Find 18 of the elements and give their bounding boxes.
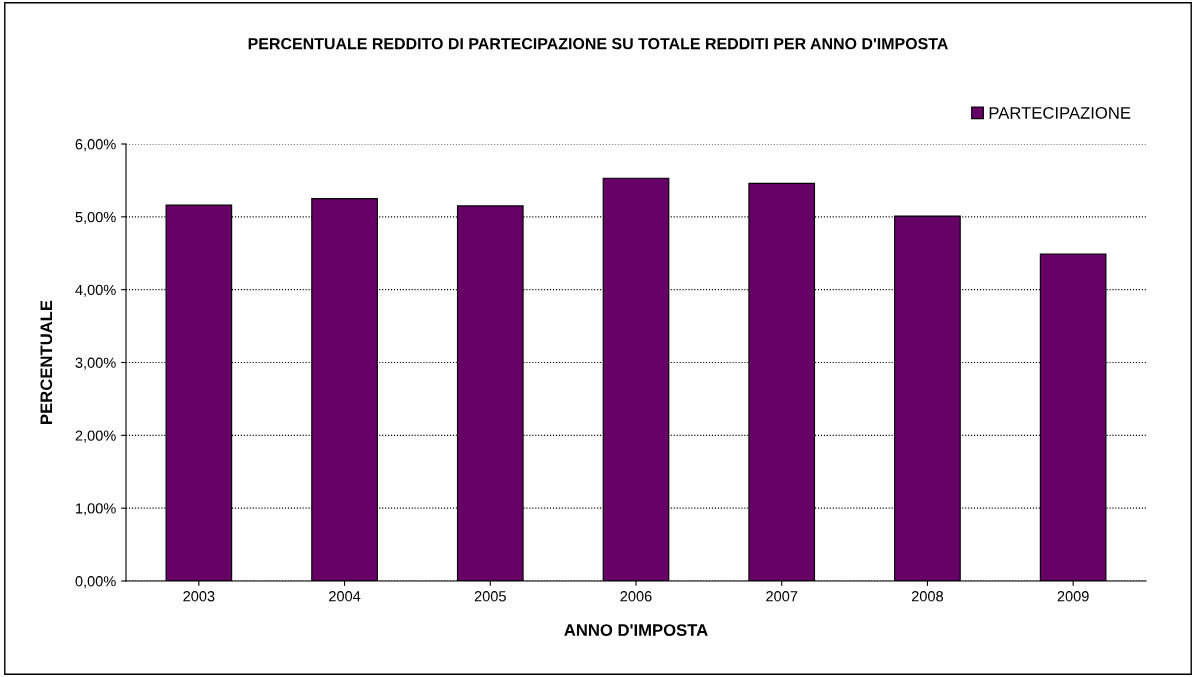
y-tick-label: 4,00% — [75, 284, 116, 297]
y-tick-label: 3,00% — [75, 357, 116, 370]
x-axis-title: ANNO D'IMPOSTA — [564, 624, 708, 636]
y-tick-label: 5,00% — [75, 211, 116, 224]
x-tick-label: 2003 — [183, 591, 215, 602]
x-tick-label: 2009 — [1057, 591, 1089, 602]
y-tick-label: 1,00% — [76, 503, 116, 516]
y-tick-label: 6,00% — [75, 139, 116, 152]
y-tick-label: 2,00% — [75, 430, 116, 443]
chart-title: PERCENTUALE REDDITO DI PARTECIPAZIONE SU TOTALE REDDITI PER ANNO D'IMPOSTA — [248, 37, 948, 50]
x-tick-label: 2007 — [766, 591, 798, 602]
y-axis-title: PERCENTUALE — [40, 300, 53, 424]
legend-label: PARTECIPAZIONE — [989, 107, 1131, 119]
x-tick-label: 2004 — [329, 591, 361, 602]
y-tick-label: 0,00% — [75, 576, 116, 589]
x-tick-label: 2006 — [620, 591, 652, 602]
x-tick-label: 2005 — [474, 591, 506, 602]
x-tick-label: 2008 — [911, 591, 944, 602]
